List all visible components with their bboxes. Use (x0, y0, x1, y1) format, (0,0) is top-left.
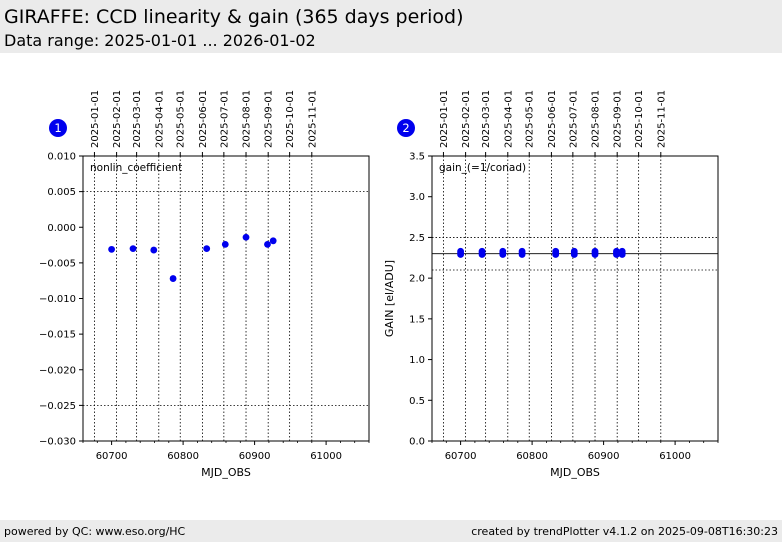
footer-generator: created by trendPlotter v4.1.2 on 2025-0… (471, 525, 778, 538)
x-axis-label: MJD_OBS (550, 466, 600, 479)
data-point (242, 233, 250, 241)
data-point (613, 247, 620, 255)
y-tick-label: 3.0 (409, 192, 425, 203)
y-tick-label: −0.005 (39, 258, 76, 269)
date-tick-label: 2025-10-01 (634, 90, 645, 148)
date-tick-label: 2025-09-01 (613, 90, 624, 148)
x-tick-label: 60700 (445, 451, 477, 462)
x-tick-label: 60700 (96, 451, 128, 462)
date-tick-label: 2025-07-01 (568, 90, 579, 148)
series-annotation: gain_(=1/conad) (439, 162, 526, 174)
date-tick-label: 2025-11-01 (307, 90, 318, 148)
y-tick-label: 0.5 (409, 396, 425, 407)
y-tick-label: 0.010 (47, 152, 76, 163)
y-tick-label: 0.0 (409, 437, 425, 448)
y-tick-label: −0.010 (39, 294, 76, 305)
date-tick-label: 2025-03-01 (481, 90, 492, 148)
date-tick-label: 2025-01-01 (439, 90, 450, 148)
series-annotation: nonlin_coefficient (90, 162, 182, 174)
y-tick-label: 3.5 (409, 152, 425, 163)
date-tick-label: 2025-05-01 (176, 90, 187, 148)
header-bar: GIRAFFE: CCD linearity & gain (365 days … (0, 0, 782, 53)
data-point (203, 245, 211, 253)
plot-number-label: 1 (54, 121, 61, 135)
y-tick-label: 0.000 (47, 223, 76, 234)
data-point (591, 247, 599, 255)
date-tick-label: 2025-06-01 (547, 90, 558, 148)
data-point (518, 247, 526, 255)
x-tick-label: 60900 (588, 451, 620, 462)
plot-number-badge (397, 119, 415, 137)
data-point (169, 275, 177, 282)
x-tick-label: 60900 (239, 451, 271, 462)
y-tick-label: 2.0 (409, 274, 425, 285)
data-point (618, 247, 626, 255)
y-tick-label: −0.030 (39, 437, 76, 448)
plot-number-label: 2 (402, 121, 409, 135)
plot-frame (431, 155, 719, 442)
date-tick-label: 2025-08-01 (591, 90, 602, 148)
page-subtitle: Data range: 2025-01-01 ... 2026-01-02 (4, 31, 316, 50)
data-point (499, 247, 507, 255)
y-tick-label: −0.015 (39, 330, 76, 341)
data-point (457, 247, 464, 255)
date-tick-label: 2025-10-01 (285, 90, 296, 148)
date-tick-label: 2025-04-01 (154, 90, 165, 148)
date-tick-label: 2025-11-01 (656, 90, 667, 148)
date-tick-label: 2025-02-01 (461, 90, 472, 148)
footer-bar: powered by QC: www.eso.org/HC created by… (0, 520, 782, 542)
x-axis-label: MJD_OBS (201, 466, 251, 479)
y-tick-label: 0.005 (47, 187, 76, 198)
data-point (150, 246, 158, 254)
date-tick-label: 2025-07-01 (219, 90, 230, 148)
data-point (264, 240, 271, 248)
date-tick-label: 2025-06-01 (198, 90, 209, 148)
data-point (129, 245, 137, 253)
data-point (221, 240, 229, 248)
date-tick-label: 2025-03-01 (132, 90, 143, 148)
y-tick-label: −0.025 (39, 401, 76, 412)
date-tick-label: 2025-08-01 (242, 90, 253, 148)
data-point (478, 247, 486, 255)
date-tick-label: 2025-09-01 (264, 90, 275, 148)
date-tick-label: 2025-01-01 (90, 90, 101, 148)
x-tick-label: 61000 (310, 451, 342, 462)
page-title: GIRAFFE: CCD linearity & gain (365 days … (4, 6, 464, 28)
x-tick-label: 60800 (516, 451, 548, 462)
date-tick-label: 2025-05-01 (525, 90, 536, 148)
y-tick-label: 1.5 (409, 314, 425, 325)
x-tick-label: 60800 (167, 451, 199, 462)
date-tick-label: 2025-02-01 (112, 90, 123, 148)
date-tick-label: 2025-04-01 (503, 90, 514, 148)
data-point (269, 237, 277, 245)
plot-frame (82, 155, 370, 442)
chart-2: 0.0 0.5 1.0 1.5 2.0 2.5 3.0 3.5 60700 60800 60900 6… (383, 90, 719, 479)
footer-credit: powered by QC: www.eso.org/HC (4, 525, 186, 538)
plot-number-badge (49, 119, 67, 137)
y-tick-label: 2.5 (409, 233, 425, 244)
chart-1: −0.030 −0.025 −0.020 −0.015 −0.010 −0.005 0.00… (39, 90, 370, 479)
data-point (552, 247, 560, 255)
y-axis-label: GAIN [el/ADU] (383, 260, 396, 337)
y-tick-label: −0.020 (39, 365, 76, 376)
x-tick-label: 61000 (659, 451, 691, 462)
data-point (108, 245, 115, 253)
y-tick-label: 1.0 (409, 355, 425, 366)
data-point (570, 247, 578, 255)
